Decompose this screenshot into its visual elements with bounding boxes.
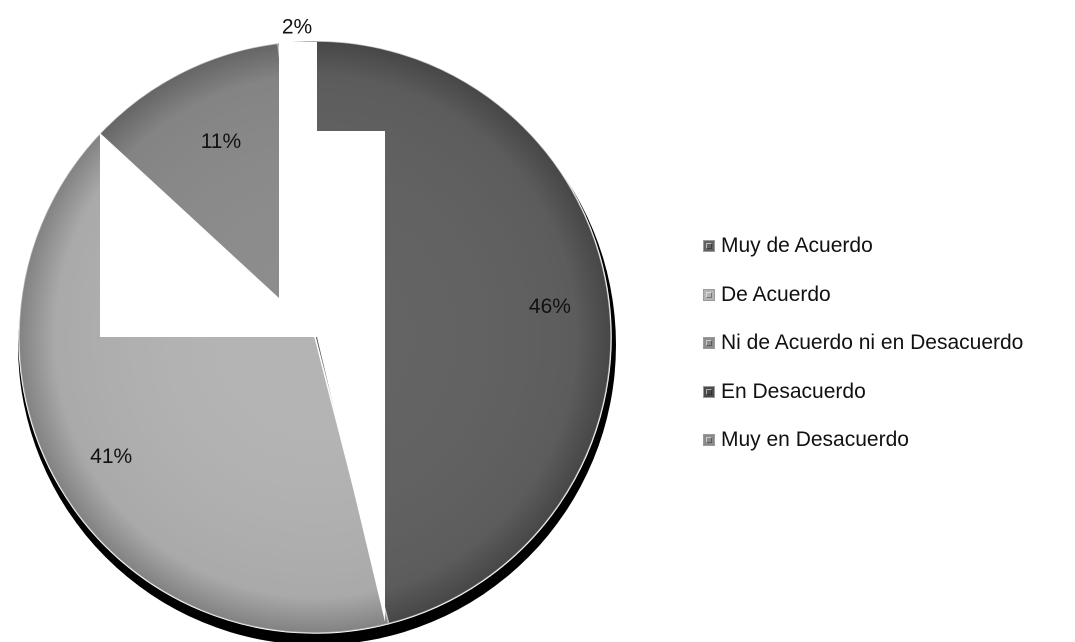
white-cutout-right [317, 131, 385, 622]
legend: Muy de Acuerdo De Acuerdo Ni de Acuerdo … [703, 222, 1023, 465]
legend-item-muy-en-desacuerdo[interactable]: Muy en Desacuerdo [703, 416, 1023, 465]
legend-swatch-de-acuerdo [703, 288, 715, 301]
legend-label: De Acuerdo [721, 282, 831, 306]
data-labels: 46% 41% 11% 2% [90, 16, 571, 469]
data-label-de-acuerdo: 41% [90, 445, 132, 468]
legend-swatch-muy-de-acuerdo [703, 240, 715, 253]
data-label-en-desacuerdo: 2% [282, 16, 312, 39]
legend-swatch-ni-de-acuerdo-ni-en-desacuerdo [703, 337, 715, 350]
legend-label: Muy de Acuerdo [721, 234, 873, 258]
legend-item-muy-de-acuerdo[interactable]: Muy de Acuerdo [703, 222, 1023, 271]
legend-swatch-muy-en-desacuerdo [703, 434, 715, 447]
pie-cutouts [100, 42, 385, 622]
legend-swatch-en-desacuerdo [703, 385, 715, 398]
legend-label: Ni de Acuerdo ni en Desacuerdo [721, 331, 1024, 355]
legend-item-en-desacuerdo[interactable]: En Desacuerdo [703, 368, 1023, 417]
legend-item-ni-de-acuerdo-ni-en-desacuerdo[interactable]: Ni de Acuerdo ni en Desacuerdo [703, 319, 1023, 368]
legend-item-de-acuerdo[interactable]: De Acuerdo [703, 271, 1023, 320]
legend-label: Muy en Desacuerdo [721, 428, 909, 452]
white-cutout-left [100, 42, 317, 337]
data-label-muy-de-acuerdo: 46% [529, 295, 571, 318]
data-label-ni-de-acuerdo-ni-en-desacuerdo: 11% [201, 130, 241, 153]
legend-label: En Desacuerdo [721, 379, 866, 403]
